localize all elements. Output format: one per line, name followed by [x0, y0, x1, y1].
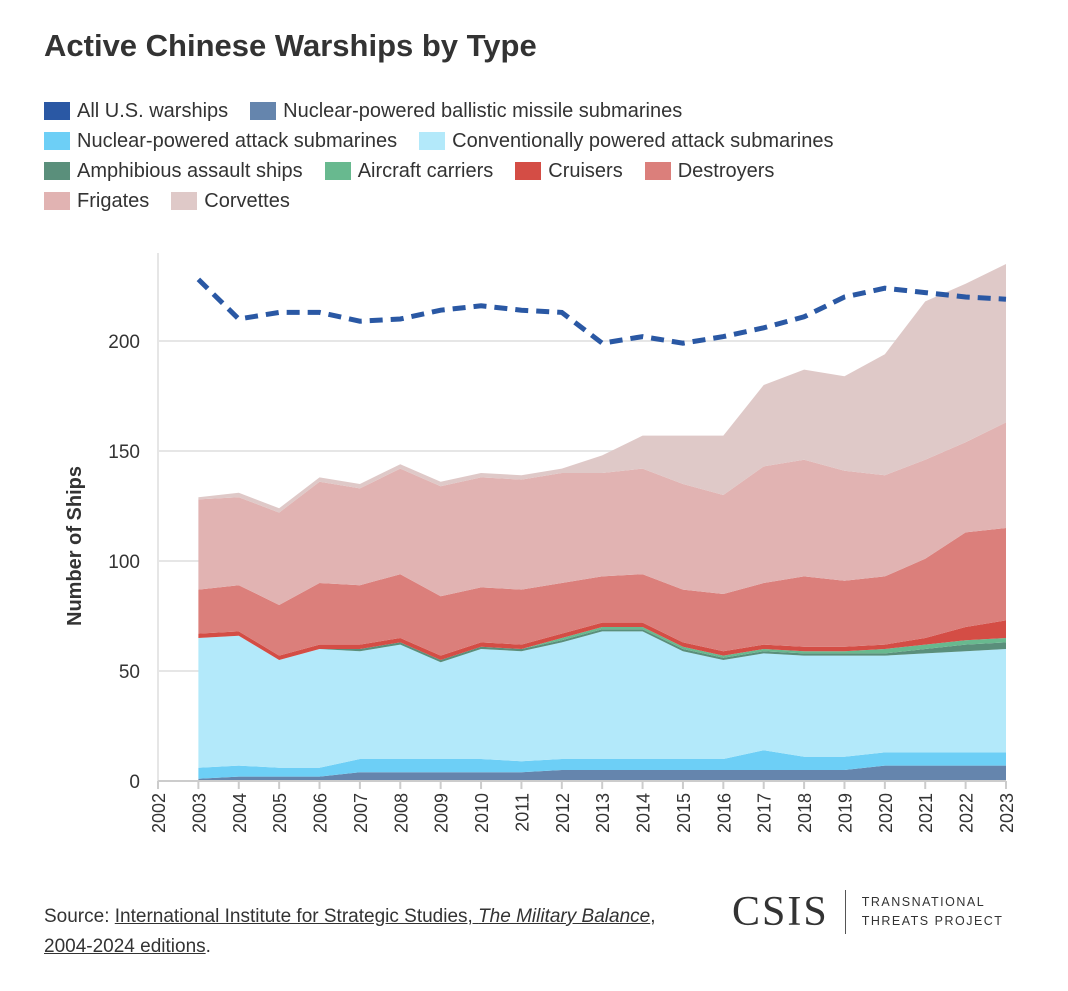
x-tick-label: 2020 — [876, 793, 896, 833]
x-tick-label: 2005 — [270, 793, 290, 833]
source-editions: , 2004-2024 editions — [44, 906, 656, 957]
area-nuclear-powered-attack-submarines — [198, 750, 1006, 779]
legend-label: Destroyers — [677, 159, 775, 182]
source-prefix: Source: — [44, 906, 115, 927]
x-tick-label: 2011 — [512, 793, 532, 832]
legend-swatch — [171, 192, 198, 210]
y-tick-label: 150 — [108, 442, 140, 463]
legend-label: Nuclear-powered ballistic missile submar… — [283, 99, 683, 122]
area-amphibious-assault-ships — [198, 629, 1006, 663]
y-tick-label: 200 — [108, 332, 140, 353]
legend-row: All U.S. warships Nuclear-powered ballist… — [44, 96, 1044, 126]
legend-label: Corvettes — [204, 189, 290, 212]
csis-logo: CSIS TRANSNATIONAL THREATS PROJECT — [732, 888, 1003, 936]
legend-item: Frigates — [44, 190, 149, 213]
x-tick-label: 2014 — [634, 793, 654, 833]
source-suffix: . — [205, 936, 211, 957]
source-publication: The Military Balance — [478, 906, 651, 927]
logo-subtitle: TRANSNATIONAL THREATS PROJECT — [862, 893, 1004, 931]
legend-label: Cruisers — [548, 159, 623, 182]
x-tick-label: 2021 — [916, 793, 936, 833]
x-tick-label: 2015 — [674, 793, 694, 833]
x-tick-label: 2003 — [189, 793, 209, 833]
area-conventionally-powered-attack-submarines — [198, 631, 1006, 768]
area-cruisers — [198, 620, 1006, 660]
legend-swatch — [44, 192, 70, 210]
legend-swatch — [515, 162, 542, 180]
x-tick-label: 2010 — [472, 793, 492, 833]
chart-title: Active Chinese Warships by Type — [44, 28, 537, 63]
y-tick-label: 100 — [108, 552, 140, 573]
x-tick-label: 2017 — [755, 793, 775, 833]
legend-swatch — [324, 162, 351, 180]
legend-item: All U.S. warships — [44, 100, 228, 123]
legend-label: All U.S. warships — [77, 99, 229, 122]
x-tick-label: 2004 — [230, 793, 250, 833]
y-tick-label: 0 — [129, 772, 140, 793]
plot-area: 0 50 100 150 200 Number of Ships 2002 2003 2004 2… — [64, 253, 1017, 833]
x-tick-label: 2013 — [593, 793, 613, 833]
legend-swatch — [44, 132, 70, 150]
legend-item: Destroyers — [644, 159, 775, 183]
x-tick-label: 2023 — [997, 793, 1017, 833]
legend-item: Aircraft carriers — [324, 159, 494, 183]
legend-swatch — [44, 102, 70, 120]
x-tick-label: 2012 — [553, 793, 573, 833]
y-tick-label: 50 — [119, 662, 140, 683]
legend-swatch — [250, 102, 277, 120]
logo-main: CSIS — [732, 889, 829, 935]
area-nuclear-powered-ballistic-missile-submarines — [198, 765, 1006, 781]
logo-divider — [844, 890, 846, 934]
x-tick-label: 2009 — [432, 793, 452, 833]
legend-swatch — [644, 162, 671, 180]
legend-label: Conventionally powered attack submarines — [452, 129, 834, 152]
legend-swatch — [44, 162, 70, 180]
source-link[interactable]: International Institute for Strategic St… — [44, 906, 655, 957]
x-tick-label: 2008 — [391, 793, 411, 833]
x-tick-label: 2007 — [351, 793, 371, 833]
x-tick-label: 2002 — [149, 793, 169, 833]
area-aircraft-carriers — [198, 627, 1006, 660]
legend-row: Frigates Corvettes — [44, 186, 1044, 216]
legend-item: Nuclear-powered ballistic missile submar… — [250, 100, 682, 123]
legend-swatch — [419, 132, 446, 150]
x-tick-label: 2006 — [311, 793, 331, 833]
legend-item: Nuclear-powered attack submarines — [44, 130, 397, 153]
line-all-us-warships — [196, 277, 1007, 346]
legend-row: Nuclear-powered attack submarines Convent… — [44, 126, 1044, 156]
logo-sub-line2: THREATS PROJECT — [861, 914, 1004, 928]
logo-sub-line1: TRANSNATIONAL — [861, 895, 986, 909]
x-tick-label: 2016 — [714, 793, 734, 833]
area-destroyers — [198, 528, 1006, 656]
legend-label: Aircraft carriers — [357, 159, 494, 182]
legend-item: Conventionally powered attack submarines — [419, 130, 833, 153]
legend-row: Amphibious assault ships Aircraft carrier… — [44, 156, 1044, 186]
area-frigates — [198, 422, 1006, 605]
legend-label: Amphibious assault ships — [77, 159, 303, 182]
y-axis-label: Number of Ships — [64, 466, 86, 626]
x-tick-label: 2018 — [795, 793, 815, 833]
legend: All U.S. warships Nuclear-powered ballist… — [44, 96, 1044, 216]
legend-item: Cruisers — [515, 159, 623, 183]
legend-label: Frigates — [77, 189, 150, 212]
area-corvettes — [198, 264, 1006, 513]
source-note: Source: International Institute for Stra… — [44, 902, 684, 962]
legend-label: Nuclear-powered attack submarines — [77, 129, 398, 152]
legend-item: Amphibious assault ships — [44, 160, 303, 183]
source-link-text: International Institute for Strategic St… — [114, 906, 479, 927]
x-tick-label: 2022 — [957, 793, 977, 833]
legend-item: Corvettes — [171, 190, 290, 213]
x-tick-label: 2019 — [835, 793, 855, 833]
